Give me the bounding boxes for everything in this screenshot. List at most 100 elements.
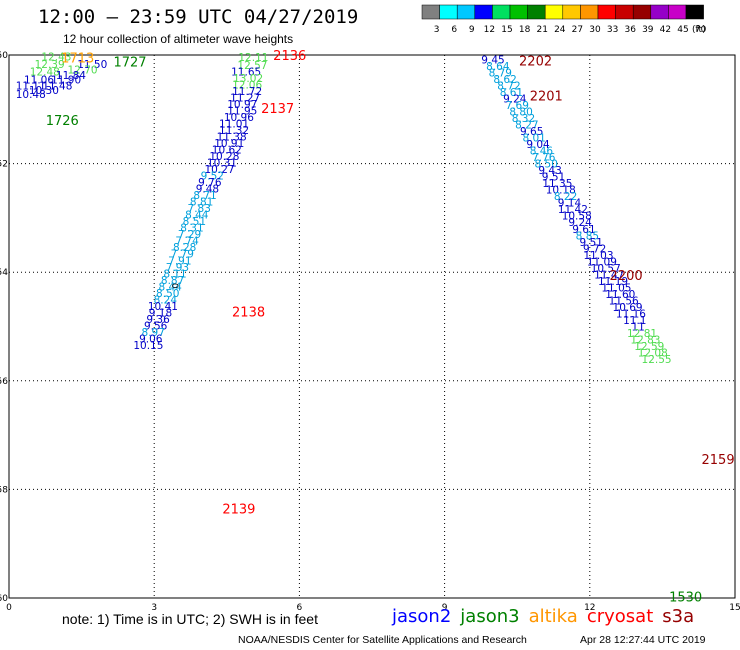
swh-value: 11.09 xyxy=(587,256,617,268)
colorbar-label: 21 xyxy=(536,25,547,35)
swh-value: 11.50 xyxy=(77,59,107,71)
swh-value: 8.72 xyxy=(497,80,520,92)
colorbar-label: 15 xyxy=(501,25,512,35)
swh-value: 11.65 xyxy=(231,66,261,78)
colorbar-unit: (ft) xyxy=(692,25,706,35)
y-tick-label: -56 xyxy=(0,377,8,387)
swh-value: 8.46 xyxy=(530,146,554,158)
swh-value: 11.11 xyxy=(16,80,46,92)
legend-item-s3a: s3a xyxy=(662,606,695,627)
swh-value: 11.19 xyxy=(598,276,628,288)
swh-value: 8.87 xyxy=(161,275,184,287)
swh-value: 11.90 xyxy=(51,74,81,86)
swh-value: 7.76 xyxy=(532,152,556,164)
swh-value: 10.28 xyxy=(209,151,239,163)
swh-value: 12.70 xyxy=(68,65,98,77)
pass-time-label: 1530 xyxy=(669,590,702,605)
swh-value: 12.81 xyxy=(627,328,657,340)
colorbar-label: 42 xyxy=(660,25,671,35)
swh-value: 11.47 xyxy=(594,269,624,281)
swh-value: 8.24 xyxy=(154,294,178,306)
swh-value: 11.05 xyxy=(601,282,631,294)
swh-value: 11.60 xyxy=(605,289,635,301)
swh-value: 11.03 xyxy=(583,250,613,262)
swh-value: 8.31 xyxy=(180,223,203,235)
swh-value: 11 xyxy=(632,322,645,334)
swh-value: 8.81 xyxy=(190,197,213,209)
map-subtitle: 12 hour collection of altimeter wave hei… xyxy=(63,32,294,46)
swh-value: 11.06 xyxy=(24,74,54,86)
x-tick-label: 9 xyxy=(442,603,448,610)
swh-value: 11.35 xyxy=(542,178,572,190)
map-title: 12:00 – 23:59 UTC 04/27/2019 xyxy=(38,6,359,28)
time-unit-note: note: 1) Time is in UTC; 2) SWH is in fe… xyxy=(62,611,318,627)
swh-value: 11.32 xyxy=(219,125,249,137)
x-tick-label: 0 xyxy=(6,603,12,610)
swh-value: 7.91 xyxy=(168,255,191,267)
swh-value: 11.27 xyxy=(230,92,260,104)
colorbar-label: 12 xyxy=(484,25,495,35)
legend-item-cryosat: cryosat xyxy=(586,606,654,627)
swh-value: 10.62 xyxy=(212,144,242,156)
pass-time-label: 2201 xyxy=(530,90,563,105)
swh-value: 11.1 xyxy=(623,315,646,327)
colorbar-label: 36 xyxy=(624,25,636,35)
legend-item-jason2: jason2 xyxy=(392,606,452,627)
colorbar-label: 18 xyxy=(519,25,531,35)
swh-value: 12.59 xyxy=(634,341,664,353)
swh-value: 9.43 xyxy=(538,165,561,177)
swh-value: 9.24 xyxy=(568,217,592,229)
swh-value: 9.48 xyxy=(196,184,219,196)
colorbar-label: 70 xyxy=(695,25,707,35)
swh-value: 10.48 xyxy=(16,89,46,101)
swh-value: 10.91 xyxy=(214,138,244,150)
pass-time-label: 2138 xyxy=(232,305,265,320)
pass-time-label: 2136 xyxy=(273,49,306,64)
swh-value: 9.36 xyxy=(146,314,170,326)
swh-value: 8.79 xyxy=(489,67,512,79)
swh-value: 8.50 xyxy=(156,288,179,300)
colorbar-label: 39 xyxy=(642,25,654,35)
swh-value: 8.97 xyxy=(142,327,165,339)
swh-value: 11.01 xyxy=(219,118,249,130)
pass-time-label: 2159 xyxy=(702,453,735,468)
swh-value: 9.18 xyxy=(149,307,172,319)
swh-value: 8.01 xyxy=(522,133,545,145)
swh-value: 11.38 xyxy=(217,131,247,143)
colorbar-label: 3 xyxy=(434,25,440,35)
swh-value: 12.43 xyxy=(41,52,71,64)
swh-value: 10.97 xyxy=(227,99,257,111)
pass-time-label: 1713 xyxy=(61,52,94,67)
swh-value: 7.93 xyxy=(166,262,189,274)
x-tick-label: 6 xyxy=(297,603,303,610)
swh-value: 9.04 xyxy=(526,139,550,151)
swh-value: 11.72 xyxy=(232,86,262,98)
x-tick-label: 15 xyxy=(729,603,740,610)
swh-value: 12.06 xyxy=(232,79,262,91)
colorbar-label: 30 xyxy=(589,25,601,35)
pass-time-label: 2137 xyxy=(261,102,294,117)
swh-value: 7.83 xyxy=(188,203,211,215)
swh-value: 9.52 xyxy=(201,171,224,183)
legend-item-altika: altika xyxy=(528,606,578,627)
swh-value: 10.27 xyxy=(205,164,235,176)
swh-value: 8.22 xyxy=(554,191,577,203)
credit-line: NOAA/NESDIS Center for Satellite Applica… xyxy=(238,634,527,646)
pass-time-label: 2202 xyxy=(519,54,552,69)
swh-value: 10.31 xyxy=(207,158,237,170)
swh-value: 12.08 xyxy=(638,348,668,360)
swh-value: 10.96 xyxy=(224,112,254,124)
swh-value: 8.27 xyxy=(515,120,538,132)
pass-time-label: 2139 xyxy=(222,502,255,517)
swh-value: 8.62 xyxy=(493,74,516,86)
colorbar-label: 27 xyxy=(572,25,583,35)
swh-value: 10.58 xyxy=(562,211,592,223)
swh-value: 10.69 xyxy=(613,302,643,314)
swh-value: 13.02 xyxy=(233,73,263,85)
swh-value: 7.69 xyxy=(506,100,529,112)
colorbar-label: 33 xyxy=(607,25,618,35)
swh-value: 7.29 xyxy=(178,229,201,241)
pass-time-label: 2200 xyxy=(610,269,643,284)
y-tick-label: -54 xyxy=(0,268,8,278)
